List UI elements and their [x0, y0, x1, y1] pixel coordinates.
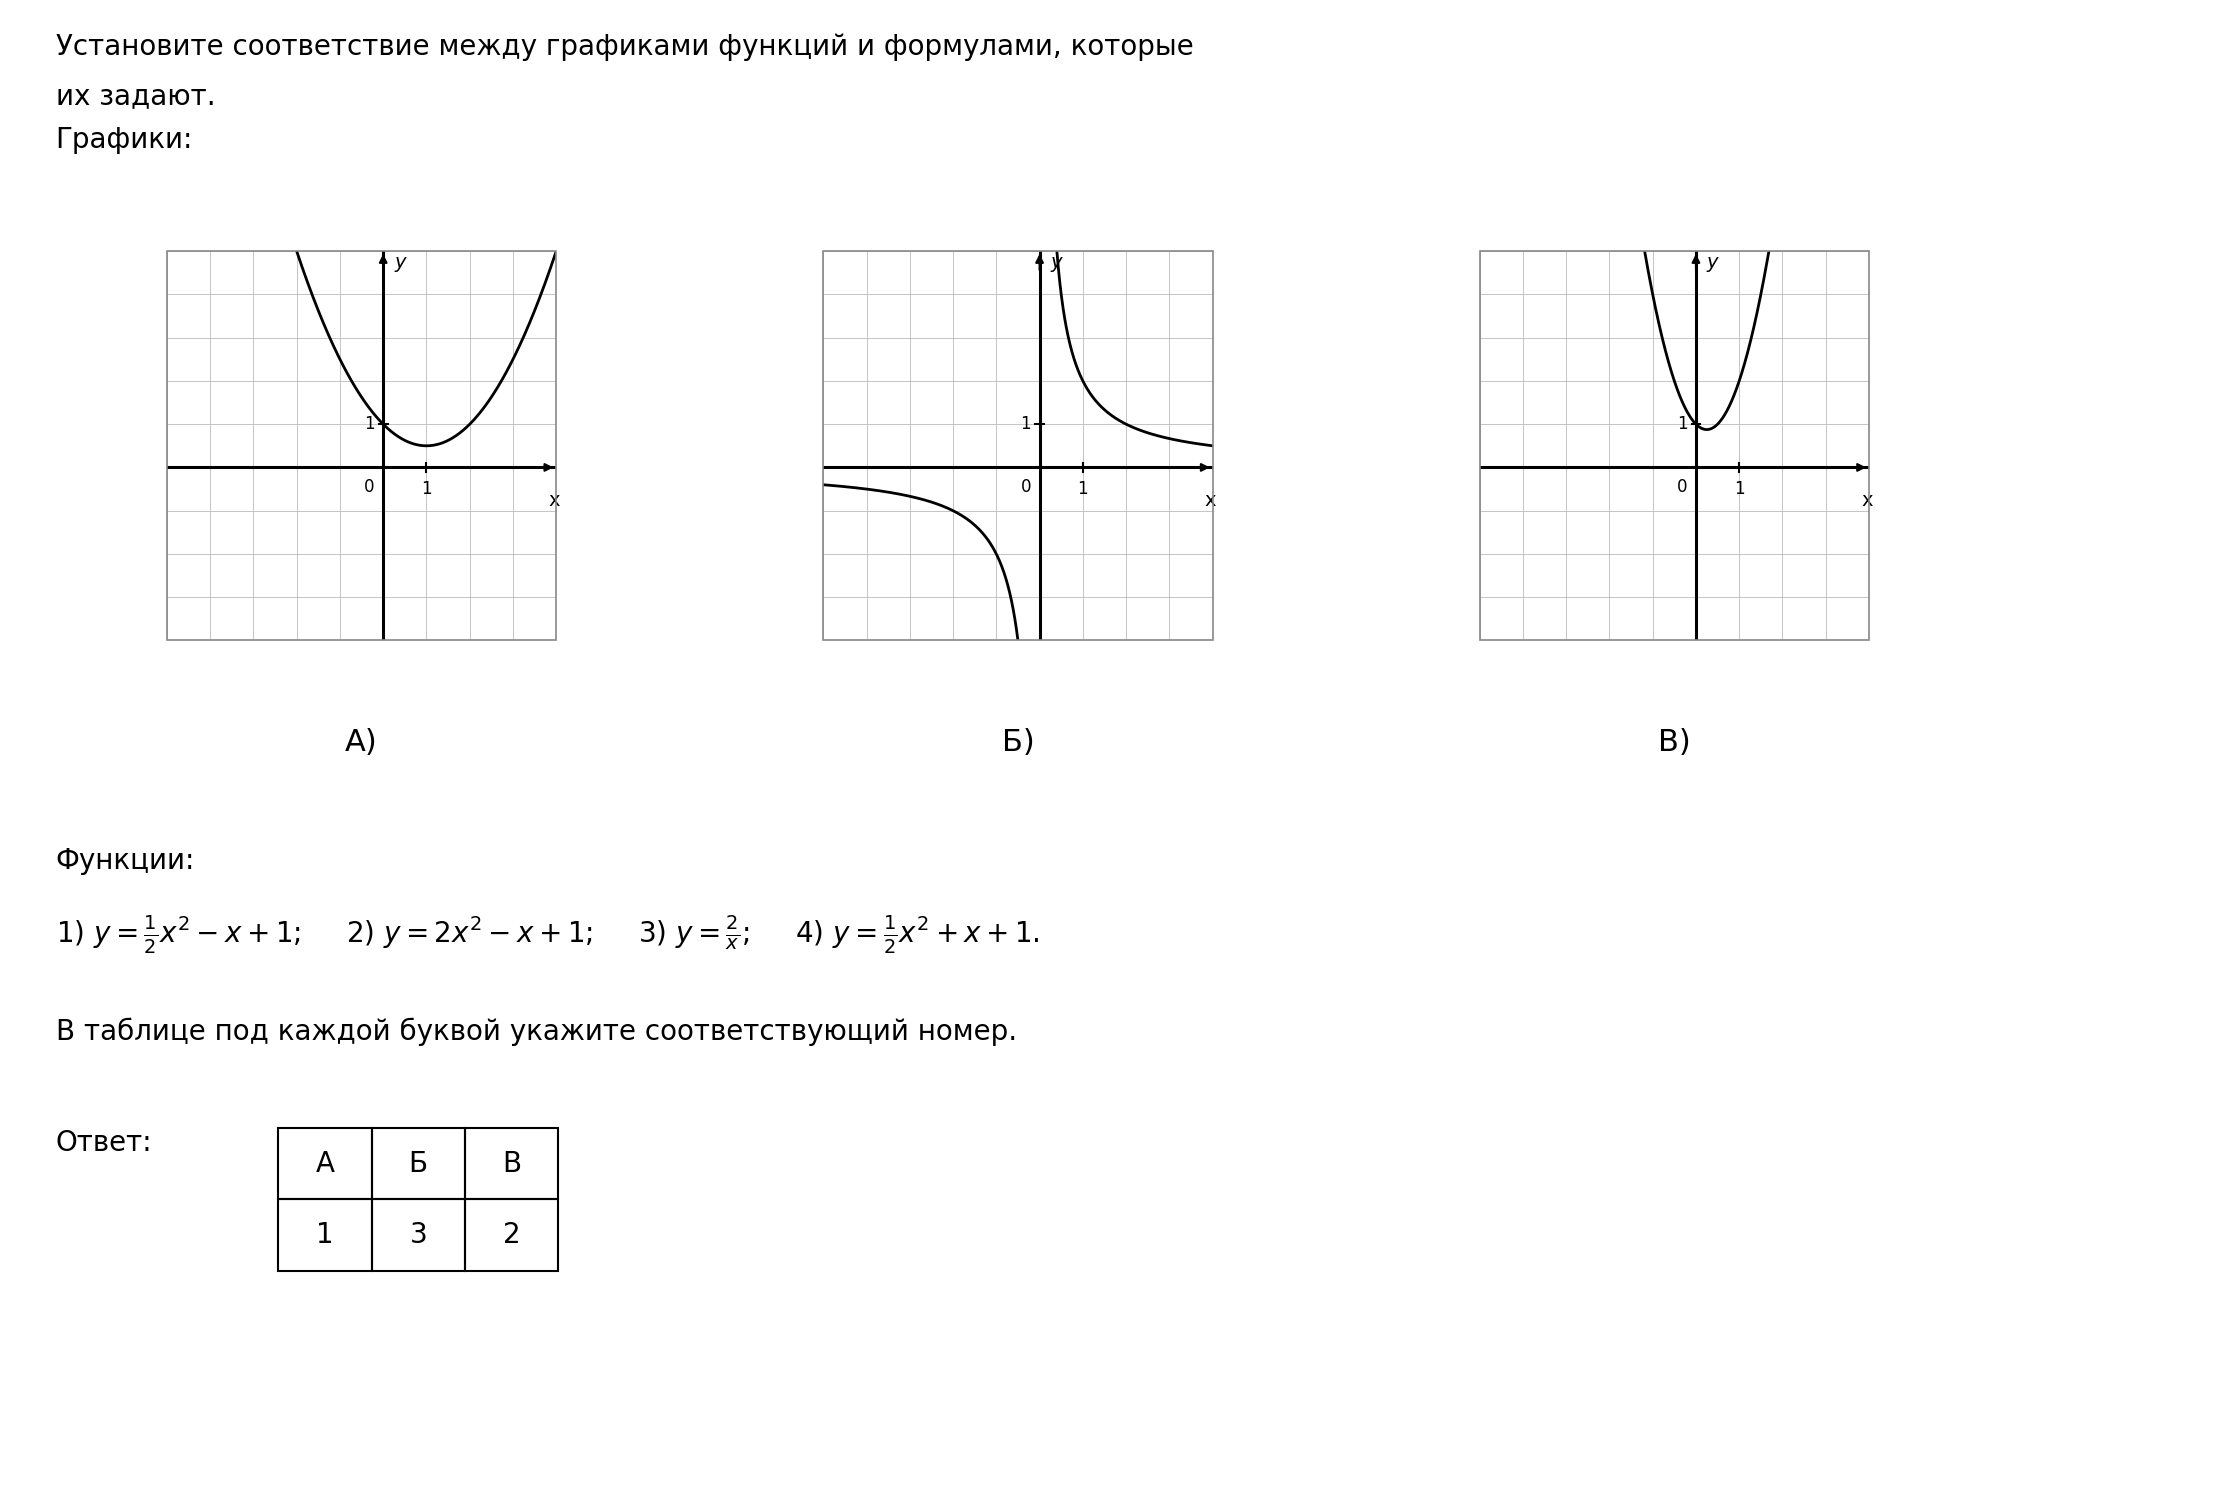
Text: 3: 3	[409, 1221, 427, 1248]
Text: Б: Б	[409, 1150, 427, 1177]
Text: В: В	[503, 1150, 521, 1177]
Text: y: y	[394, 253, 405, 272]
Text: 1: 1	[1678, 415, 1687, 432]
Text: Б): Б)	[1001, 728, 1035, 758]
Text: А): А)	[345, 728, 378, 758]
Text: 2: 2	[503, 1221, 521, 1248]
Text: x: x	[1204, 492, 1217, 510]
Text: 1) $y = \frac{1}{2}x^2 - x + 1$;     2) $y = 2x^2 - x + 1$;     3) $y = \frac{2}: 1) $y = \frac{1}{2}x^2 - x + 1$; 2) $y =…	[56, 914, 1039, 955]
Text: Функции:: Функции:	[56, 847, 196, 875]
Text: Графики:: Графики:	[56, 126, 194, 155]
Text: 1: 1	[365, 415, 374, 432]
Text: 0: 0	[1678, 478, 1687, 496]
Text: В): В)	[1658, 728, 1691, 758]
Text: 1: 1	[316, 1221, 334, 1248]
Text: 0: 0	[1021, 478, 1030, 496]
Text: y: y	[1707, 253, 1718, 272]
Text: x: x	[1860, 492, 1873, 510]
Text: 1: 1	[1733, 480, 1744, 498]
Text: их задают.: их задают.	[56, 82, 216, 110]
Text: 1: 1	[1021, 415, 1030, 432]
Text: 1: 1	[1077, 480, 1088, 498]
Text: А: А	[316, 1150, 334, 1177]
Text: 0: 0	[365, 478, 374, 496]
Text: Установите соответствие между графиками функций и формулами, которые: Установите соответствие между графиками …	[56, 33, 1193, 61]
Text: y: y	[1050, 253, 1061, 272]
Text: x: x	[547, 492, 561, 510]
Text: 1: 1	[421, 480, 432, 498]
Text: В таблице под каждой буквой укажите соответствующий номер.: В таблице под каждой буквой укажите соот…	[56, 1018, 1017, 1046]
Text: Ответ:: Ответ:	[56, 1129, 151, 1158]
